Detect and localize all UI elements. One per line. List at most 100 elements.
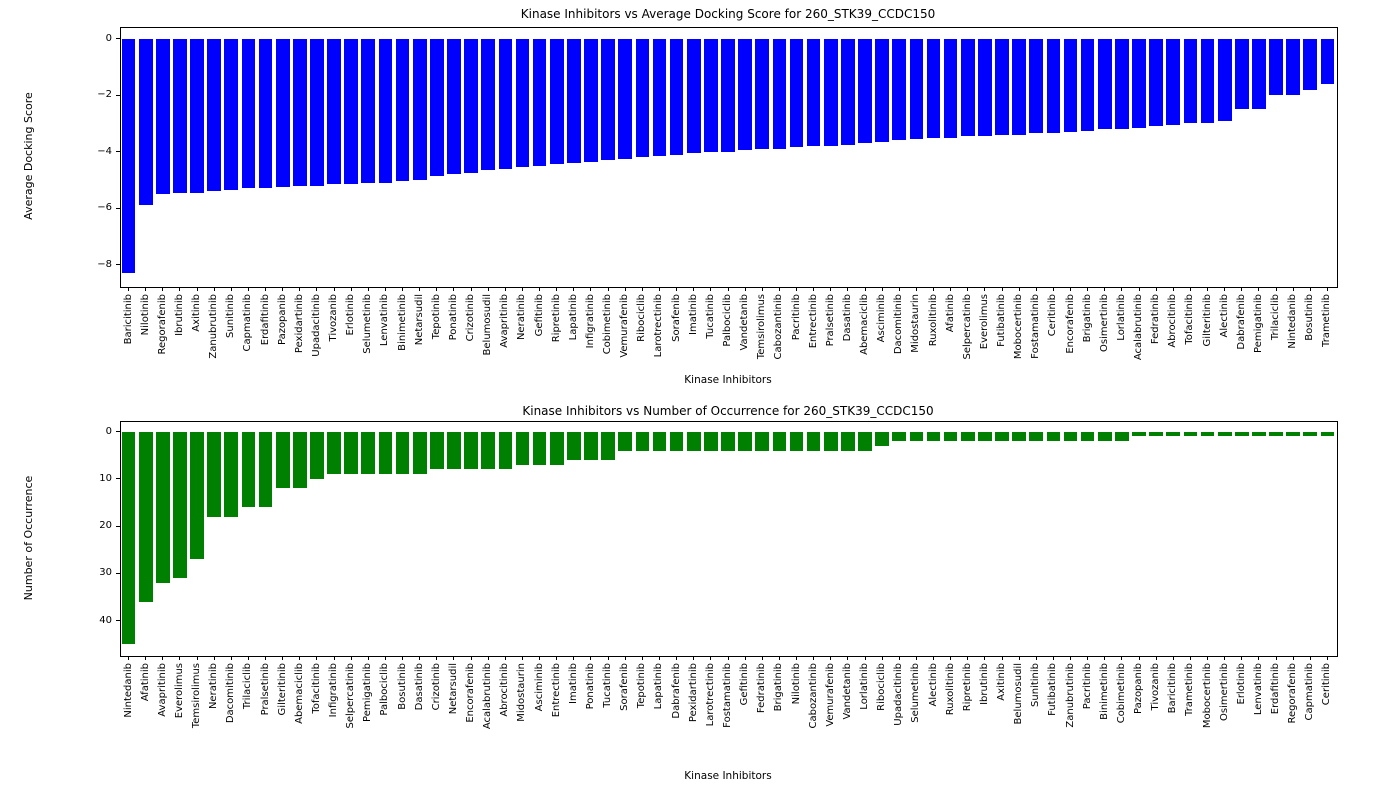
chart-title: Kinase Inhibitors vs Number of Occurrenc… — [522, 404, 934, 418]
x-tick-label: Osimertinib — [1098, 294, 1110, 353]
x-tick-label: Pralsetinib — [824, 294, 836, 347]
x-tick-mark — [744, 656, 746, 660]
x-tick-label: Trilaciclib — [242, 663, 254, 710]
x-tick-label: Selumetinib — [910, 663, 922, 723]
x-tick-label: Belumosudil — [1013, 663, 1025, 725]
x-tick-mark — [847, 287, 849, 291]
x-tick-mark — [933, 287, 935, 291]
x-tick-mark — [898, 287, 900, 291]
x-tick-mark — [1292, 287, 1294, 291]
x-tick-mark — [830, 287, 832, 291]
x-tick-mark — [624, 287, 626, 291]
x-tick-label: Palbociclib — [722, 294, 733, 347]
bar — [960, 38, 975, 137]
bar — [515, 431, 530, 465]
x-tick-label: Sorafenib — [619, 663, 631, 711]
x-tick-label: Bosutinib — [396, 663, 408, 710]
y-tick-label: −8 — [97, 258, 112, 270]
x-tick-mark — [1275, 656, 1277, 660]
bar — [515, 38, 530, 168]
bar — [481, 431, 496, 470]
x-axis-label: Kinase Inhibitors — [684, 374, 772, 386]
bar — [635, 38, 650, 158]
bar — [978, 38, 992, 137]
x-tick-mark — [1018, 656, 1020, 660]
bar — [173, 38, 187, 193]
bar — [412, 38, 427, 180]
x-tick-mark — [1241, 656, 1243, 660]
bar — [207, 431, 222, 517]
x-tick-mark — [213, 287, 215, 291]
x-tick-label: Baricitinib — [1167, 663, 1179, 714]
x-tick-label: Asciminib — [533, 663, 545, 712]
x-tick-mark — [933, 656, 935, 660]
x-tick-label: Larotrectinib — [704, 663, 716, 727]
x-tick-mark — [796, 656, 797, 660]
x-tick-mark — [1207, 656, 1209, 660]
x-tick-mark — [1087, 656, 1089, 660]
x-tick-label: Cabozantinib — [773, 294, 785, 360]
bar — [378, 38, 393, 183]
bar — [121, 431, 136, 645]
x-tick-mark — [179, 656, 181, 660]
x-tick-label: Selumetinib — [362, 294, 374, 354]
x-tick-mark — [504, 287, 506, 291]
x-tick-label: Pazopanib — [276, 294, 288, 346]
x-tick-label: Nintedanib — [122, 663, 134, 718]
x-tick-label: Entrectinib — [807, 294, 819, 349]
x-tick-label: Osimertinib — [1218, 663, 1230, 722]
bar — [738, 38, 752, 151]
y-tick-mark — [116, 572, 120, 574]
x-tick-label: Selpercatinib — [961, 294, 973, 360]
bar — [892, 38, 907, 141]
x-tick-label: Fostamatinib — [1030, 294, 1042, 359]
bar — [1080, 38, 1095, 131]
x-tick-label: Dacomitinib — [225, 663, 237, 724]
x-tick-label: Gilteritinib — [1201, 294, 1213, 347]
bar — [686, 431, 701, 451]
x-tick-label: Cobimetinib — [602, 294, 614, 355]
x-tick-mark — [1035, 656, 1037, 660]
x-tick-label: Bosutinib — [1304, 294, 1316, 341]
bar — [789, 38, 804, 148]
x-tick-mark — [641, 656, 643, 660]
x-tick-mark — [1172, 656, 1174, 660]
x-tick-label: Gilteritinib — [276, 663, 288, 716]
x-tick-label: Vandetanib — [841, 663, 853, 720]
x-tick-label: Ribociclib — [636, 294, 648, 342]
bar — [926, 38, 941, 138]
x-tick-label: Imatinib — [687, 294, 699, 335]
x-tick-mark — [710, 656, 712, 660]
x-tick-mark — [830, 656, 832, 660]
bar — [652, 38, 667, 156]
bar — [447, 431, 461, 470]
x-tick-label: Encorafenib — [1064, 294, 1076, 354]
x-tick-mark — [265, 656, 267, 660]
x-tick-mark — [521, 287, 523, 291]
x-tick-label: Dabrafenib — [1235, 294, 1247, 350]
bar — [1320, 431, 1335, 437]
x-tick-label: Netarsudil — [413, 294, 425, 346]
x-tick-mark — [847, 656, 849, 660]
x-tick-mark — [162, 287, 164, 291]
bar — [686, 38, 701, 154]
bar — [1063, 431, 1078, 442]
x-tick-label: Tivozanib — [1150, 663, 1162, 711]
x-tick-mark — [1155, 287, 1157, 291]
x-tick-mark — [1258, 656, 1260, 660]
x-tick-mark — [1326, 656, 1328, 660]
bar — [1320, 38, 1335, 84]
x-tick-label: Axitinib — [191, 294, 203, 332]
bar — [275, 431, 290, 489]
bar — [1286, 38, 1301, 96]
x-tick-label: Abrocitinib — [1167, 294, 1179, 348]
x-tick-label: Trametinib — [1321, 294, 1333, 347]
x-tick-mark — [1155, 656, 1157, 660]
bar — [1012, 431, 1026, 442]
x-tick-label: Pexidartinib — [293, 294, 305, 354]
x-tick-mark — [813, 656, 815, 660]
bar — [190, 38, 204, 193]
x-tick-mark — [1104, 656, 1106, 660]
x-tick-mark — [915, 287, 917, 291]
